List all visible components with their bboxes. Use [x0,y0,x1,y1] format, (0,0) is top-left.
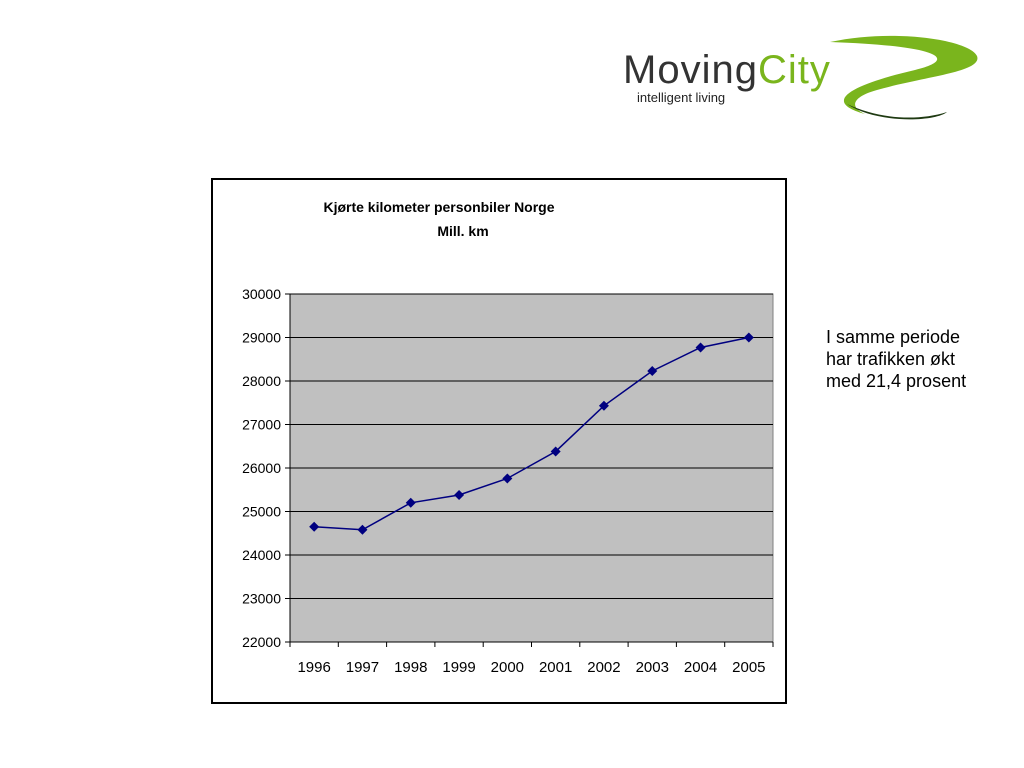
x-tick-label: 2005 [732,659,765,676]
side-note-line-1: I samme periode [826,327,961,347]
data-point [454,489,465,500]
data-point [550,446,561,457]
x-tick-label: 1996 [297,659,330,676]
y-tick-label: 25000 [242,504,281,520]
data-point [743,332,754,343]
x-tick-label: 1999 [442,659,475,676]
side-note: I samme periode har trafikken økt med 21… [826,326,1016,392]
series-line [314,336,750,531]
logo-swoosh [830,35,978,114]
chart-subtitle: Mill. km [437,223,488,239]
data-point [357,524,368,535]
logo-tagline: intelligent living [637,90,725,105]
chart-frame: Kjørte kilometer personbiler Norge Mill.… [211,178,787,704]
x-tick-label: 2003 [636,659,669,676]
y-tick-label: 27000 [242,417,281,433]
y-tick-label: 29000 [242,330,281,346]
logo-wordmark: MovingCity [623,48,831,92]
x-tick-label: 2002 [587,659,620,676]
x-tick-label: 1997 [346,659,379,676]
logo-wordmark-city: City [758,48,831,92]
y-tick-label: 23000 [242,591,281,607]
x-tick-label: 2004 [684,659,717,676]
y-tick-label: 28000 [242,373,281,389]
data-point [647,365,658,376]
data-point [405,497,416,508]
side-note-line-3: med 21,4 prosent [826,371,967,391]
y-tick-label: 24000 [242,547,281,563]
side-note-line-2: har trafikken økt [826,349,956,369]
data-point [598,400,609,411]
y-tick-label: 26000 [242,460,281,476]
y-tick-label: 30000 [242,286,281,302]
logo-graphic: MovingCity intelligent living [623,35,978,120]
logo-wordmark-moving: Moving [623,48,758,92]
y-tick-label: 22000 [242,634,281,650]
line-chart: Kjørte kilometer personbiler Norge Mill.… [242,199,774,676]
chart-title: Kjørte kilometer personbiler Norge [323,199,554,215]
data-point [309,521,320,532]
movingcity-logo: MovingCity intelligent living [615,28,985,128]
data-point [695,342,706,353]
plot-area: 22000 23000 24000 25000 26000 27000 28000 29000… [242,286,774,676]
data-point [502,473,513,484]
x-tick-label: 1998 [394,659,427,676]
x-tick-label: 2001 [539,659,572,676]
x-tick-label: 2000 [491,659,524,676]
logo-swoosh-shadow [847,104,947,120]
